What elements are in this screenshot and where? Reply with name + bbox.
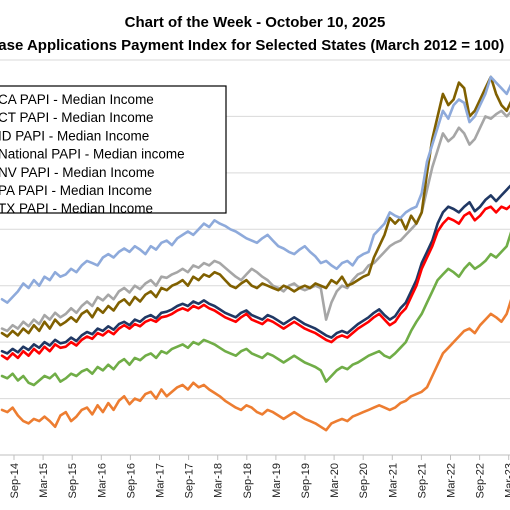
x-tick-label: Sep-18 — [242, 463, 254, 498]
x-tick-label: Mar-23 — [504, 463, 510, 498]
legend-entry: CA PAPI - Median Income — [0, 92, 154, 107]
legend-entry: TX PAPI - Median Income — [0, 201, 153, 216]
x-tick-label: Sep-19 — [300, 463, 312, 498]
series-lines — [0, 75, 510, 432]
x-tick-label: Sep-22 — [475, 463, 487, 498]
x-tick-label: Mar-16 — [96, 463, 108, 498]
x-tick-label: Mar-21 — [387, 463, 399, 498]
x-tick-label: Mar-19 — [271, 463, 283, 498]
x-tick-label: Mar-20 — [329, 463, 341, 498]
x-tick-label: Mar-15 — [38, 463, 50, 498]
x-tick-label: Sep-21 — [416, 463, 428, 498]
chart-subtitle: Purchase Applications Payment Index for … — [0, 37, 504, 54]
series-line-4 — [0, 109, 510, 333]
x-tick-label: Mar-22 — [446, 463, 458, 498]
legend-entry: PA PAPI - Median Income — [0, 183, 152, 198]
legend-entry: NV PAPI - Median Income — [0, 165, 155, 180]
series-line-2 — [0, 204, 510, 361]
series-line-6 — [0, 299, 510, 432]
series-line-1 — [0, 75, 510, 338]
x-tick-label: Mar-17 — [155, 463, 167, 498]
series-line-0 — [0, 75, 510, 304]
x-tick-label: Sep-20 — [358, 463, 370, 498]
series-line-5 — [0, 231, 510, 387]
legend-box — [0, 85, 227, 214]
x-tick-label: Sep-14 — [9, 463, 21, 498]
series-line-3 — [0, 184, 510, 355]
x-tick-label: Sep-17 — [184, 463, 196, 498]
x-tick-label: Sep-16 — [125, 463, 137, 498]
legend-entry: CT PAPI - Median Income — [0, 110, 154, 125]
legend-entry: ID PAPI - Median Income — [0, 128, 149, 143]
legend-entry: National PAPI - Median income — [0, 147, 185, 162]
x-tick-label: Mar-18 — [213, 463, 225, 498]
x-tick-label: Sep-15 — [67, 463, 79, 498]
chart-title: Chart of the Week - October 10, 2025 — [125, 14, 386, 31]
legend: CA PAPI - Median Income CT PAPI - Median … — [0, 85, 227, 216]
x-axis: Sep-14 Mar-15 Sep-15 Mar-16 Sep-16 Mar-17 Sep-… — [0, 454, 510, 498]
